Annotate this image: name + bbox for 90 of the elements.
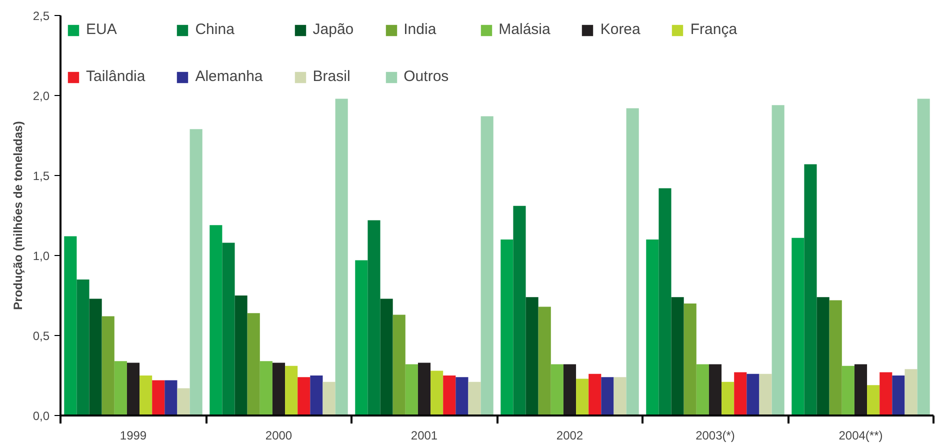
- bar: [140, 376, 152, 416]
- bar: [513, 206, 526, 416]
- bar: [601, 377, 614, 416]
- bar: [152, 380, 165, 416]
- bar: [468, 382, 481, 416]
- bar: [746, 374, 760, 416]
- x-tick-label: 2003(*): [696, 428, 735, 442]
- bar: [355, 260, 368, 416]
- bar: [272, 362, 286, 416]
- bar: [792, 238, 804, 416]
- bar: [526, 297, 538, 416]
- bar: [854, 364, 868, 416]
- bar: [842, 366, 854, 416]
- y-tick-label: 0,0: [32, 409, 50, 423]
- legend-label: Tailândia: [86, 68, 146, 85]
- bar: [322, 382, 336, 416]
- bar: [210, 225, 222, 416]
- bar: [190, 129, 202, 416]
- legend-label: Malásia: [498, 21, 550, 38]
- bar: [443, 376, 456, 416]
- y-tick-label: 1,5: [32, 169, 50, 183]
- bar: [671, 297, 684, 416]
- legend-label: Brasil: [312, 68, 350, 85]
- legend-label: Outros: [404, 68, 449, 85]
- bar: [829, 300, 842, 416]
- bar: [368, 220, 380, 416]
- legend-label: EUA: [86, 21, 117, 38]
- bar: [904, 369, 918, 416]
- bar: [430, 370, 444, 416]
- bar: [917, 98, 930, 416]
- bar: [164, 380, 178, 416]
- bar: [76, 280, 90, 416]
- bar: [880, 372, 892, 416]
- bar: [89, 298, 102, 416]
- bar: [64, 236, 77, 416]
- x-tick-label: 1999: [120, 428, 147, 442]
- bar: [867, 385, 880, 416]
- bar: [538, 306, 551, 416]
- bar: [260, 361, 272, 416]
- bar: [626, 108, 639, 416]
- bar: [696, 364, 709, 416]
- bar: [658, 188, 672, 416]
- bar: [234, 296, 248, 416]
- bar: [310, 376, 323, 416]
- y-tick-label: 2,0: [32, 89, 50, 103]
- bar: [804, 164, 817, 416]
- legend-label: Korea: [600, 21, 640, 38]
- bar: [708, 364, 722, 416]
- y-tick-label: 0,5: [32, 329, 50, 343]
- bar: [892, 376, 905, 416]
- bar: [576, 378, 589, 416]
- x-tick-label: 2002: [556, 428, 584, 442]
- x-tick-label: 2001: [410, 428, 438, 442]
- bar: [222, 242, 235, 416]
- bar: [684, 304, 696, 416]
- bar: [298, 377, 310, 416]
- bar: [247, 313, 260, 416]
- bar: [550, 364, 564, 416]
- y-tick-label: 2,5: [32, 9, 50, 23]
- legend-label: India: [404, 21, 436, 38]
- bar: [102, 316, 114, 416]
- legend-label: China: [195, 21, 234, 38]
- bar: [392, 314, 406, 416]
- bar: [722, 382, 734, 416]
- bar: [816, 297, 830, 416]
- legend-label: Alemanha: [195, 68, 263, 85]
- x-tick-label: 2000: [265, 428, 292, 442]
- bar: [405, 364, 418, 416]
- bar: [335, 98, 348, 416]
- y-axis-title: Produção (milhões de toneladas): [10, 121, 25, 310]
- bar: [563, 364, 576, 416]
- bar: [177, 388, 190, 416]
- bar: [588, 374, 602, 416]
- bar: [456, 377, 468, 416]
- bar: [418, 362, 431, 416]
- bar: [285, 366, 298, 416]
- legend-label: França: [690, 21, 738, 38]
- bar: [772, 105, 784, 416]
- y-tick-label: 1,0: [32, 249, 50, 263]
- legend-label: Japão: [312, 21, 354, 38]
- bar: [734, 372, 747, 416]
- bar: [126, 362, 140, 416]
- bar: [114, 361, 127, 416]
- bar: [500, 240, 514, 416]
- bar: [480, 116, 494, 416]
- bar: [614, 377, 626, 416]
- bar: [646, 240, 659, 416]
- bar: [759, 374, 772, 416]
- bar: [380, 298, 393, 416]
- x-tick-label: 2004(**): [838, 428, 883, 442]
